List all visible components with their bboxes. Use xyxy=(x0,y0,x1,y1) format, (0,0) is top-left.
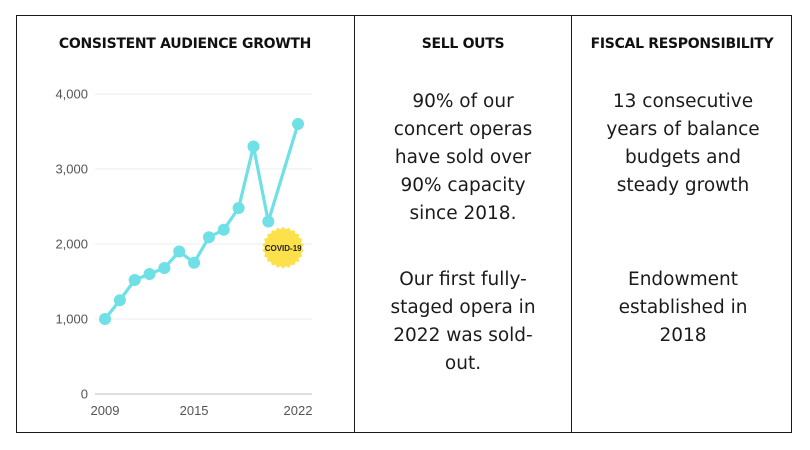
data-point xyxy=(247,140,260,153)
data-point xyxy=(99,313,111,325)
panel-divider xyxy=(354,15,355,433)
covid-badge-label: COVID-19 xyxy=(265,244,302,253)
data-point xyxy=(143,268,156,280)
y-tick-label: 2,000 xyxy=(55,237,88,252)
fiscal-heading: FISCAL RESPONSIBILITY xyxy=(590,36,774,52)
data-point xyxy=(158,262,171,274)
audience-growth-chart: 0 1,000 2,000 3,000 4,000 2009 2015 2022 COVID-1… xyxy=(55,87,313,419)
data-point xyxy=(232,202,245,214)
data-point xyxy=(292,118,304,130)
y-tick-label: 4,000 xyxy=(55,87,88,102)
data-point xyxy=(217,223,230,236)
growth-heading: CONSISTENT AUDIENCE GROWTH xyxy=(58,36,312,52)
y-tick-label: 0 xyxy=(81,387,88,402)
y-tick-label: 3,000 xyxy=(55,162,88,177)
data-point xyxy=(113,294,126,307)
infographic-frame xyxy=(16,15,792,433)
x-tick-label: 2009 xyxy=(91,403,120,418)
fiscal-budget-text: 13 consecutive years of balance budgets … xyxy=(606,91,760,196)
data-point xyxy=(202,231,215,244)
data-point xyxy=(128,274,141,286)
data-point xyxy=(188,256,201,269)
data-point xyxy=(173,245,186,258)
x-tick-label: 2022 xyxy=(284,403,313,418)
panel-divider xyxy=(571,15,572,433)
covid-badge xyxy=(262,226,304,269)
x-tick-label: 2015 xyxy=(180,403,209,418)
sellouts-first-opera-text: Our first fully-staged opera in 2022 was… xyxy=(390,269,536,374)
fiscal-endowment-text: Endowment established in 2018 xyxy=(618,269,748,346)
sellouts-heading: SELL OUTS xyxy=(421,36,505,52)
sellouts-capacity-text: 90% of our concert operas have sold over… xyxy=(393,91,533,224)
y-tick-label: 1,000 xyxy=(55,312,88,327)
data-point xyxy=(262,215,275,228)
